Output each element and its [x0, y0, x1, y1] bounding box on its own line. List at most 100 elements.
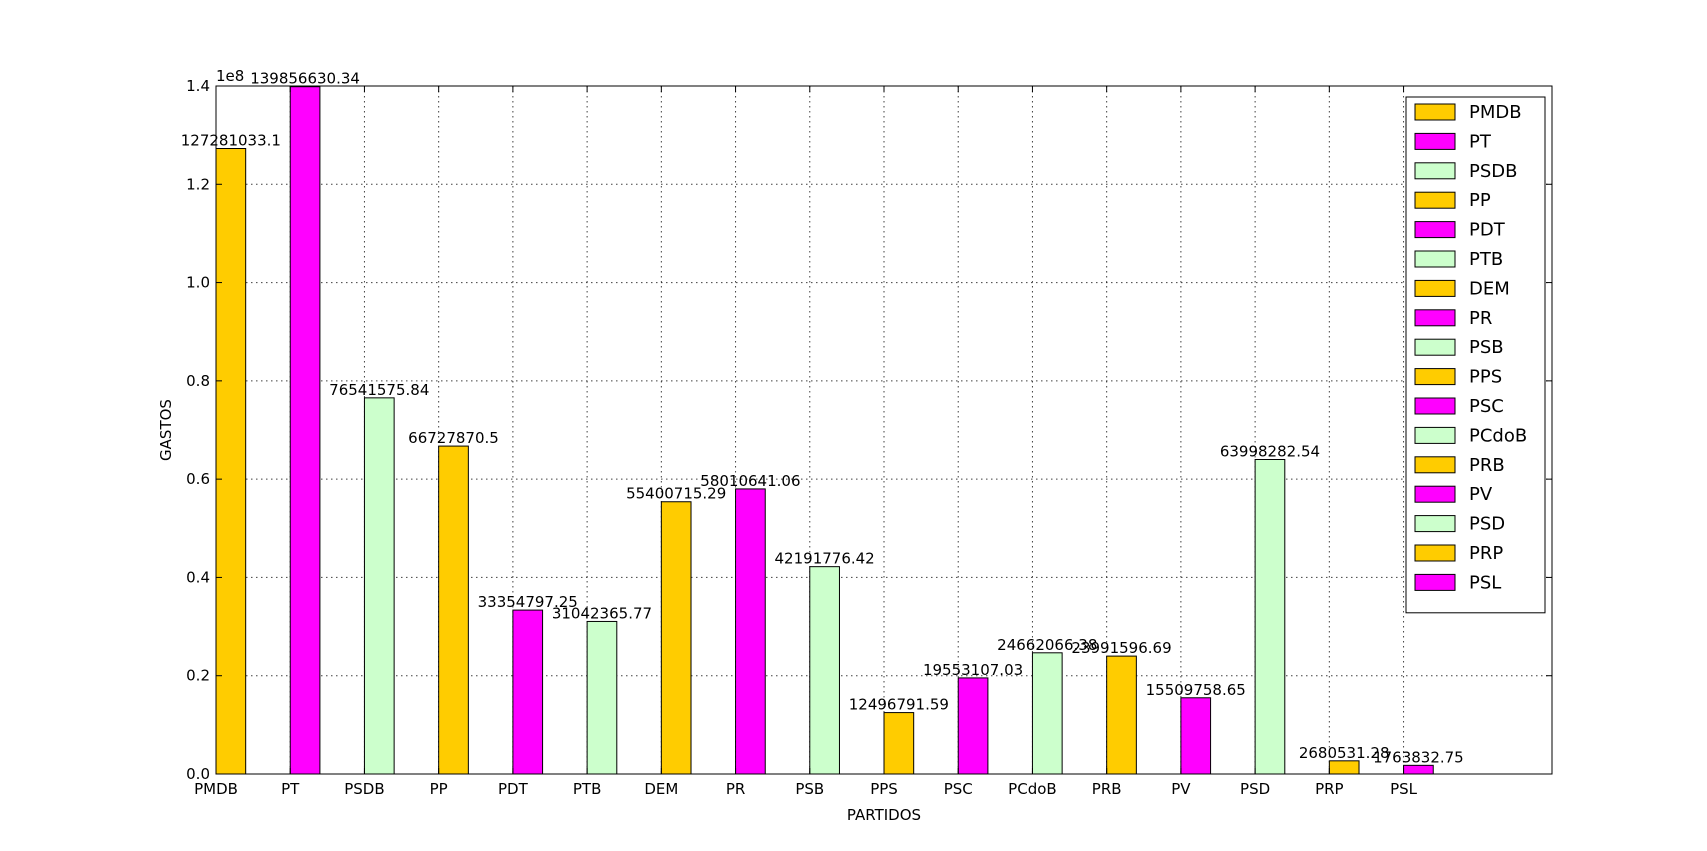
- legend-swatch: [1414, 426, 1456, 444]
- x-tick-label: PP: [430, 780, 448, 798]
- legend-label: PPS: [1469, 367, 1502, 388]
- bar-pt: [289, 86, 321, 775]
- legend-swatch: [1414, 132, 1456, 150]
- x-tick-label: PMDB: [194, 780, 238, 798]
- bar-pp: [438, 445, 469, 775]
- legend-label: PP: [1469, 190, 1491, 211]
- bar-pmdb: [215, 148, 247, 775]
- legend-label: PSC: [1469, 396, 1504, 417]
- y-offset-text: 1e8: [216, 67, 244, 85]
- legend-swatch: [1414, 191, 1456, 209]
- bar-psd: [1254, 458, 1286, 775]
- legend-label: PSL: [1469, 572, 1501, 593]
- legend-label: DEM: [1469, 278, 1510, 299]
- x-axis-title: PARTIDOS: [847, 806, 921, 824]
- y-tick-label: 0.8: [186, 372, 210, 390]
- x-tick-label: DEM: [644, 780, 678, 798]
- legend-label: PT: [1469, 131, 1492, 152]
- bar-value-label: 33354797.25: [478, 593, 578, 611]
- x-tick-label: PTB: [573, 780, 602, 798]
- bar-value-label: 12496791.59: [849, 696, 949, 714]
- legend-swatch: [1414, 250, 1456, 268]
- bar-value-label: 23991596.69: [1071, 639, 1171, 657]
- bar-value-label: 24662066.38: [997, 636, 1097, 654]
- legend-label: PDT: [1469, 220, 1506, 241]
- bar-pr: [735, 488, 766, 775]
- y-tick-label: 1.4: [186, 77, 210, 95]
- x-tick-label: PPS: [870, 780, 898, 798]
- legend-swatch: [1414, 103, 1456, 121]
- legend-label: PTB: [1469, 249, 1503, 270]
- bars-group: [215, 86, 1434, 775]
- legend-swatch: [1414, 573, 1456, 591]
- legend-label: PSB: [1469, 337, 1504, 358]
- legend-swatch: [1414, 162, 1456, 180]
- bar-value-labels: 127281033.1 139856630.34 76541575.84 667278…: [181, 70, 1464, 767]
- legend-label: PR: [1469, 308, 1492, 329]
- x-tick-label: PSDB: [344, 780, 384, 798]
- x-tick-label: PSB: [795, 780, 824, 798]
- bar-psb: [809, 566, 840, 775]
- bar-value-label: 2680531.28: [1299, 744, 1390, 762]
- bar-value-label: 42191776.42: [775, 550, 875, 568]
- legend: PMDB PT PSDB PP PDT PTB DEM PR PSB PPS PSC PCdoB PRB…: [1405, 96, 1546, 614]
- bar-value-label: 1763832.75: [1373, 748, 1464, 766]
- bar-prb: [1106, 655, 1137, 775]
- bar-psl: [1403, 764, 1434, 775]
- legend-swatch: [1414, 279, 1456, 297]
- bar-psdb: [363, 397, 395, 775]
- x-tick-labels: PMDB PT PSDB PP PDT PTB DEM PR PSB PPS PSC PCdoB PRB…: [194, 780, 1418, 798]
- legend-label: PSDB: [1469, 161, 1518, 182]
- bar-value-label: 31042365.77: [552, 604, 652, 622]
- bar-pcdob: [1031, 652, 1063, 775]
- y-tick-label: 1.0: [186, 274, 210, 292]
- bar-dem: [660, 501, 692, 775]
- legend-swatch: [1414, 338, 1456, 356]
- legend-label: PCdoB: [1469, 425, 1527, 446]
- x-tick-label: PSD: [1240, 780, 1270, 798]
- y-axis-title: GASTOS: [157, 399, 175, 461]
- bar-ptb: [586, 620, 618, 775]
- bar-value-label: 58010641.06: [700, 472, 800, 490]
- bar-pdt: [512, 609, 544, 775]
- bar-value-label: 139856630.34: [250, 70, 360, 88]
- legend-label: PRP: [1469, 543, 1503, 564]
- bar-value-label: 15509758.65: [1146, 681, 1246, 699]
- axis-ticks: [215, 85, 1552, 775]
- bar-pps: [883, 712, 915, 775]
- x-tick-label: PV: [1171, 780, 1191, 798]
- x-tick-label: PSC: [944, 780, 973, 798]
- legend-label: PRB: [1469, 455, 1505, 476]
- legend-swatch: [1414, 544, 1456, 562]
- y-tick-label: 0.2: [186, 667, 210, 685]
- x-tick-label: PCdoB: [1008, 780, 1057, 798]
- legend-swatch: [1414, 456, 1456, 474]
- legend-swatch: [1414, 221, 1456, 239]
- x-tick-label: PRP: [1315, 780, 1344, 798]
- y-tick-label: 0.0: [186, 765, 210, 783]
- bar-value-label: 63998282.54: [1220, 442, 1320, 460]
- bar-value-label: 19553107.03: [923, 661, 1023, 679]
- x-tick-label: PDT: [498, 780, 529, 798]
- bar-value-label: 66727870.5: [408, 429, 499, 447]
- bar-prp: [1328, 760, 1360, 775]
- y-tick-label: 1.2: [186, 175, 210, 193]
- bar-value-label: 76541575.84: [329, 381, 429, 399]
- y-tick-label: 0.6: [186, 470, 210, 488]
- legend-label: PSD: [1469, 514, 1505, 535]
- x-tick-label: PSL: [1390, 780, 1418, 798]
- legend-swatch: [1414, 368, 1456, 386]
- legend-label: PMDB: [1469, 102, 1522, 123]
- legend-swatch: [1414, 309, 1456, 327]
- legend-swatch: [1414, 397, 1456, 415]
- x-tick-label: PR: [726, 780, 745, 798]
- bar-value-label: 127281033.1: [181, 132, 281, 150]
- x-tick-label: PRB: [1092, 780, 1122, 798]
- bar-value-label: 55400715.29: [626, 485, 726, 503]
- bar-pv: [1180, 697, 1212, 775]
- legend-swatch: [1414, 485, 1456, 503]
- y-tick-label: 0.4: [186, 568, 210, 586]
- legend-label: PV: [1469, 484, 1493, 505]
- x-tick-label: PT: [281, 780, 300, 798]
